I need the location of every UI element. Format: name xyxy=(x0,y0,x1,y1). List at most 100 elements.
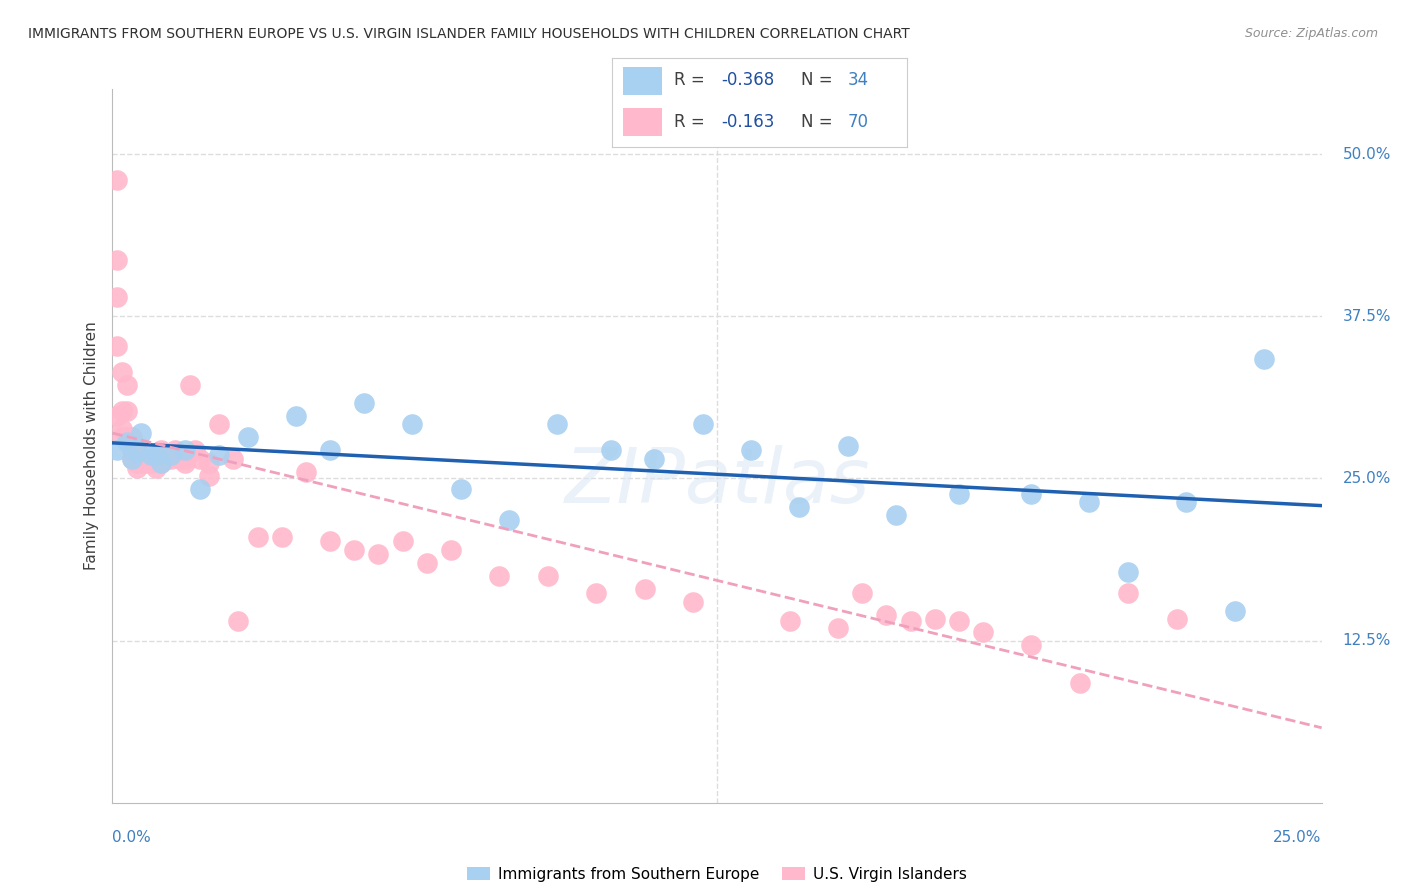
Point xyxy=(179,378,201,392)
Point xyxy=(875,607,897,622)
Point xyxy=(900,614,922,628)
Point xyxy=(1116,565,1139,579)
Point xyxy=(145,448,167,462)
Point xyxy=(924,611,946,625)
Point xyxy=(155,452,177,467)
Point xyxy=(285,409,308,424)
Point xyxy=(440,542,463,557)
Point xyxy=(121,452,143,467)
Point xyxy=(1166,611,1188,625)
Text: 25.0%: 25.0% xyxy=(1274,830,1322,845)
Point xyxy=(111,422,134,436)
Text: R =: R = xyxy=(673,113,710,131)
Point xyxy=(198,468,221,483)
Point xyxy=(174,452,197,467)
Point xyxy=(125,445,148,459)
Legend: Immigrants from Southern Europe, U.S. Virgin Islanders: Immigrants from Southern Europe, U.S. Vi… xyxy=(461,861,973,888)
Point xyxy=(222,452,245,467)
Point xyxy=(115,430,138,444)
Point xyxy=(111,365,134,379)
Point xyxy=(105,173,128,187)
Point xyxy=(827,621,849,635)
Point xyxy=(105,409,128,424)
Text: 12.5%: 12.5% xyxy=(1343,633,1391,648)
Point xyxy=(169,452,191,467)
Point xyxy=(1078,495,1101,509)
Text: Source: ZipAtlas.com: Source: ZipAtlas.com xyxy=(1244,27,1378,40)
Text: 70: 70 xyxy=(848,113,869,131)
Point xyxy=(125,452,148,467)
Point xyxy=(149,456,172,470)
Point xyxy=(115,378,138,392)
Point xyxy=(105,339,128,353)
Point xyxy=(115,435,138,450)
Point xyxy=(779,614,801,628)
Text: ZIPatlas: ZIPatlas xyxy=(564,445,870,518)
Point xyxy=(1116,585,1139,599)
Point xyxy=(145,461,167,475)
Point xyxy=(1175,495,1198,509)
Point xyxy=(1223,604,1246,618)
Point xyxy=(391,533,413,548)
Point xyxy=(105,290,128,304)
Point xyxy=(319,442,342,457)
Point xyxy=(159,448,181,462)
Point xyxy=(198,456,221,470)
Point xyxy=(948,614,970,628)
Point xyxy=(159,452,181,467)
Point xyxy=(1069,676,1091,690)
Point xyxy=(643,452,665,467)
Point xyxy=(599,442,621,457)
Point xyxy=(236,430,259,444)
Text: 0.0%: 0.0% xyxy=(112,830,152,845)
Point xyxy=(141,448,163,462)
Point xyxy=(183,442,205,457)
Point xyxy=(1021,638,1043,652)
Text: -0.163: -0.163 xyxy=(721,113,775,131)
Point xyxy=(585,585,607,599)
Bar xyxy=(623,108,662,136)
Point xyxy=(135,452,157,467)
Point xyxy=(208,417,231,431)
Point xyxy=(145,452,167,467)
Text: IMMIGRANTS FROM SOUTHERN EUROPE VS U.S. VIRGIN ISLANDER FAMILY HOUSEHOLDS WITH C: IMMIGRANTS FROM SOUTHERN EUROPE VS U.S. … xyxy=(28,27,910,41)
Point xyxy=(851,585,873,599)
Text: 37.5%: 37.5% xyxy=(1343,309,1391,324)
Point xyxy=(498,513,520,527)
Point xyxy=(111,404,134,418)
Point xyxy=(353,396,375,410)
Point xyxy=(131,425,153,440)
Text: N =: N = xyxy=(800,71,838,89)
Point xyxy=(319,533,342,548)
Point xyxy=(125,461,148,475)
Point xyxy=(343,542,366,557)
Point xyxy=(226,614,249,628)
Point xyxy=(837,439,859,453)
Point xyxy=(149,442,172,457)
Y-axis label: Family Households with Children: Family Households with Children xyxy=(83,322,98,570)
Point xyxy=(270,530,292,544)
Point xyxy=(884,508,907,522)
Point xyxy=(149,456,172,470)
Point xyxy=(135,452,157,467)
Point xyxy=(633,582,655,596)
Point xyxy=(131,456,153,470)
Point xyxy=(111,430,134,444)
Point xyxy=(121,430,143,444)
Point xyxy=(115,404,138,418)
Point xyxy=(246,530,269,544)
Point xyxy=(208,448,231,462)
Point xyxy=(948,487,970,501)
Point xyxy=(141,456,163,470)
Point xyxy=(141,452,163,467)
Point xyxy=(174,442,197,457)
Text: -0.368: -0.368 xyxy=(721,71,775,89)
Text: N =: N = xyxy=(800,113,838,131)
Point xyxy=(174,456,197,470)
Point xyxy=(450,482,472,496)
Point xyxy=(131,452,153,467)
Point xyxy=(295,465,318,479)
Point xyxy=(367,547,389,561)
Point xyxy=(125,442,148,457)
Point xyxy=(546,417,568,431)
